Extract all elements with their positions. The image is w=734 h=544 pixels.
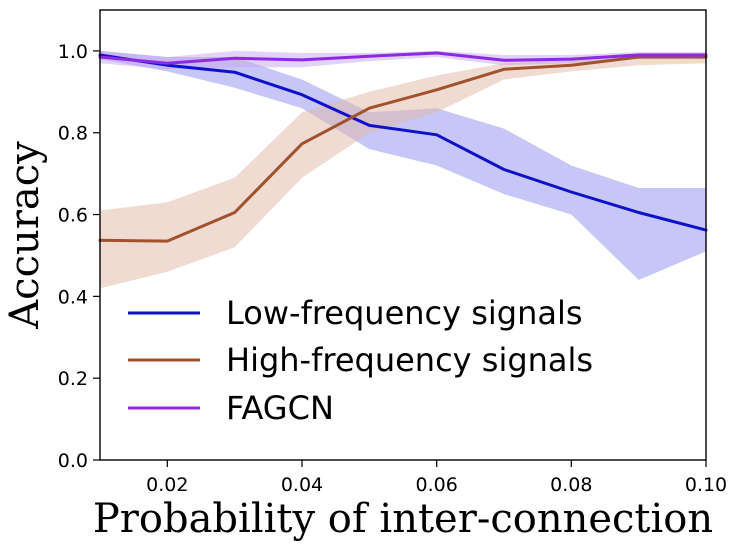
- y-tick-label: 0.4: [58, 286, 88, 308]
- band-series-1: [100, 53, 706, 289]
- line-series-1: [98, 55, 708, 243]
- x-tick-label: 0.04: [281, 474, 323, 496]
- line-series-0: [98, 53, 708, 232]
- series-lines: [98, 51, 708, 243]
- y-tick-label: 0.8: [58, 123, 88, 145]
- x-axis-label: Probability of inter-connection: [93, 496, 713, 542]
- x-tick-label: 0.06: [416, 474, 458, 496]
- x-tick-label: 0.02: [146, 474, 188, 496]
- y-tick-label: 0.0: [58, 450, 88, 472]
- y-axis-ticks: 0.0 0.2 0.4 0.6 0.8 1.0: [58, 41, 100, 472]
- x-tick-label: 0.10: [685, 474, 727, 496]
- plot-frame: [99, 9, 707, 461]
- line-series-2: [98, 51, 708, 65]
- x-tick-label: 0.08: [550, 474, 592, 496]
- band-series-0: [100, 50, 706, 281]
- legend-label-2: FAGCN: [226, 389, 334, 427]
- y-tick-label: 0.2: [58, 368, 88, 390]
- y-axis-label: Accuracy: [2, 141, 48, 330]
- legend-label-1: High-frequency signals: [226, 341, 593, 379]
- x-axis-ticks: 0.02 0.04 0.06 0.08 0.10: [146, 460, 727, 496]
- y-tick-label: 1.0: [58, 41, 88, 63]
- y-tick-label: 0.6: [58, 205, 88, 227]
- legend: Low-frequency signals High-frequency sign…: [128, 294, 593, 427]
- band-series-2: [100, 50, 706, 70]
- confidence-bands: [100, 50, 706, 289]
- legend-label-0: Low-frequency signals: [226, 294, 583, 332]
